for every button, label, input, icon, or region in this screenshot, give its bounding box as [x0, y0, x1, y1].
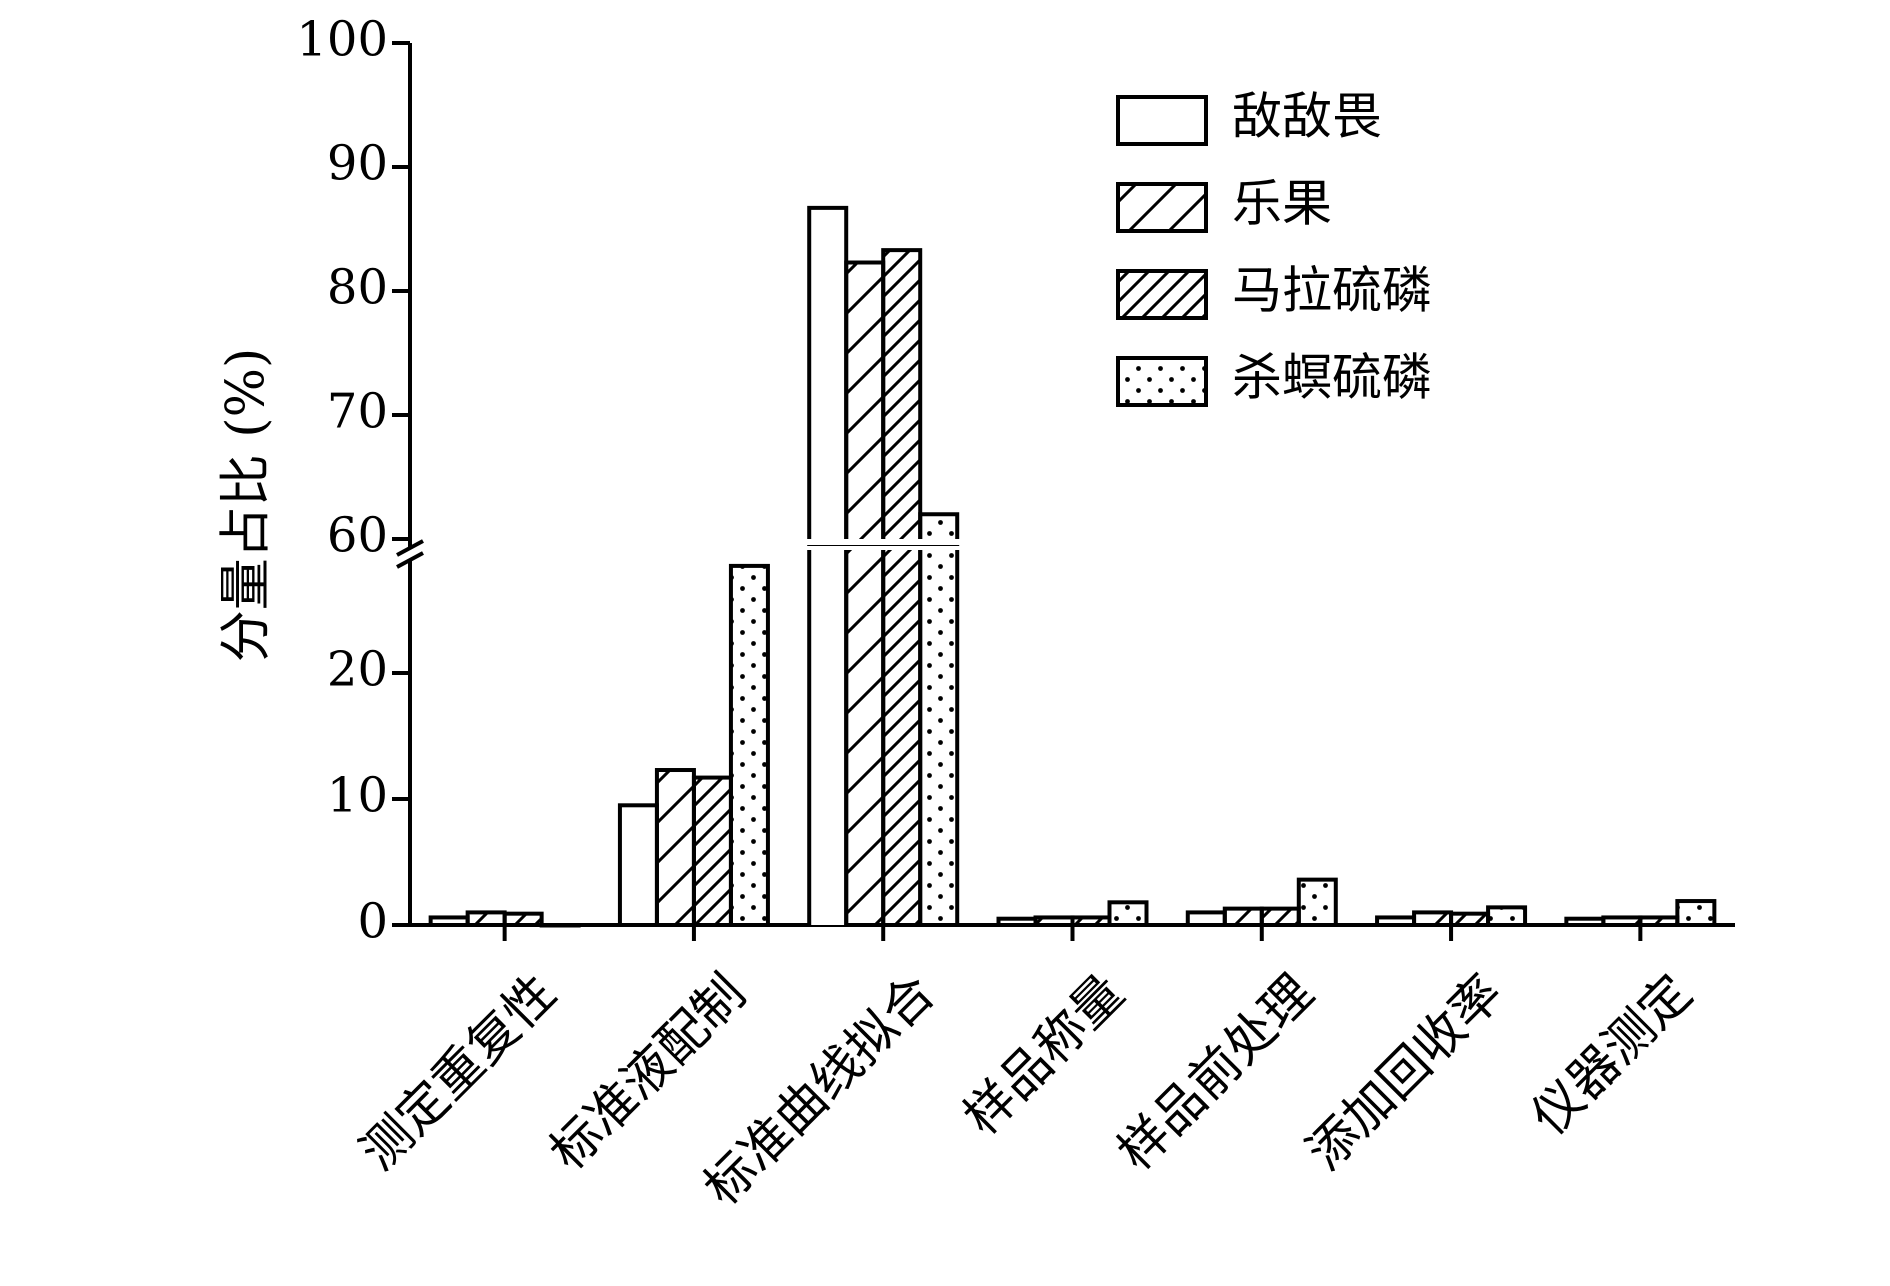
bar	[1375, 915, 1417, 928]
y-tick-label: 70	[327, 384, 388, 440]
x-category-label: 仪器测定	[1520, 963, 1702, 1145]
y-tick-label: 20	[327, 642, 388, 698]
bar-break-gap	[917, 546, 961, 550]
bar	[728, 563, 770, 928]
bar	[1259, 906, 1301, 927]
bar	[1222, 906, 1264, 927]
bar	[502, 911, 544, 927]
bar-upper-fill	[809, 207, 847, 540]
legend-label: 乐果	[1232, 175, 1332, 233]
bar	[465, 910, 507, 928]
bar-lower-fill	[920, 547, 958, 925]
y-tick-label: 90	[327, 136, 388, 192]
bar	[1601, 915, 1643, 928]
bar-break-gap	[843, 546, 887, 550]
legend-label: 马拉硫磷	[1232, 262, 1432, 320]
y-tick-label: 60	[327, 508, 388, 564]
legend-label: 杀螟硫磷	[1232, 349, 1432, 407]
bar	[1296, 877, 1338, 928]
bar-break-gap	[806, 546, 850, 550]
x-category-label: 添加回收率	[1296, 963, 1514, 1181]
bar-lower-fill	[846, 547, 884, 925]
bar	[1033, 915, 1075, 928]
y-axis-label: 分量占比 (%)	[217, 348, 277, 663]
legend-label: 敌敌畏	[1232, 88, 1382, 146]
legend-swatch	[1116, 182, 1208, 233]
bar	[1564, 916, 1606, 928]
y-tick-label: 10	[327, 768, 388, 824]
bar	[539, 923, 581, 928]
legend-swatch	[1116, 95, 1208, 146]
bar-lower-fill	[809, 547, 847, 925]
legend-swatch	[1116, 269, 1208, 320]
bar-upper-fill	[846, 262, 884, 539]
x-category-label: 测定重复性	[349, 963, 567, 1181]
bar	[1638, 915, 1680, 928]
bar	[1107, 900, 1149, 928]
bar	[1185, 910, 1227, 928]
x-category-label: 样品前处理	[1107, 963, 1325, 1181]
y-tick-label: 0	[357, 894, 388, 950]
bar-upper-fill	[920, 514, 958, 539]
legend-swatch	[1116, 356, 1208, 407]
bar-upper-outline	[918, 512, 960, 539]
bar	[1412, 910, 1454, 928]
x-category-label: 样品称量	[953, 963, 1135, 1145]
axis-break-mark	[396, 539, 424, 557]
bar	[428, 915, 470, 928]
bar	[617, 803, 659, 927]
bar	[654, 768, 696, 928]
bar	[691, 775, 733, 928]
bar	[1486, 905, 1528, 927]
bar-break-gap	[880, 546, 924, 550]
bar-upper-outline	[881, 248, 923, 539]
bar	[996, 916, 1038, 928]
bar-lower-fill	[883, 547, 921, 925]
axis-break-mark	[396, 551, 424, 569]
bar	[1070, 915, 1112, 928]
y-tick-label: 80	[327, 260, 388, 316]
bar	[1449, 911, 1491, 927]
y-tick-label: 100	[296, 12, 388, 68]
bar	[1675, 899, 1717, 927]
bar-upper-fill	[883, 250, 921, 539]
